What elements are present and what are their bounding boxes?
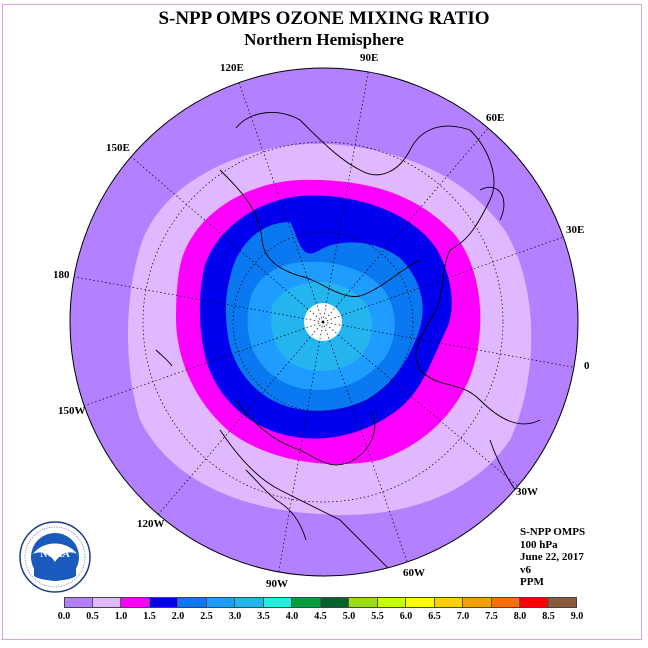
- colorbar-tick-label: 1.0: [114, 611, 128, 622]
- lon-label-150w: 150W: [58, 405, 86, 417]
- colorbar-tick-label: 0.0: [57, 611, 71, 622]
- colorbar-swatch: [235, 597, 264, 608]
- colorbar-tick-label: 4.0: [285, 611, 299, 622]
- colorbar-swatch: [292, 597, 321, 608]
- colorbar-tick-label: 2.5: [200, 611, 213, 622]
- colorbar-swatch: [349, 597, 378, 608]
- colorbar-tick-label: 0.5: [86, 611, 99, 622]
- colorbar: [64, 597, 577, 608]
- lon-label-30e: 30E: [566, 224, 585, 236]
- colorbar-tick-label: 5.5: [371, 611, 384, 622]
- colorbar-tick-label: 7.0: [456, 611, 470, 622]
- info-date: June 22, 2017: [520, 551, 584, 563]
- colorbar-swatch: [520, 597, 549, 608]
- colorbar-swatch: [121, 597, 150, 608]
- colorbar-tick-label: 9.0: [570, 611, 584, 622]
- colorbar-tick-label: 7.5: [485, 611, 498, 622]
- colorbar-swatch: [64, 597, 93, 608]
- colorbar-tick-label: 6.5: [428, 611, 441, 622]
- disk-outline: [69, 67, 579, 577]
- colorbar-swatch: [434, 597, 463, 608]
- colorbar-tick-label: 8.0: [513, 611, 527, 622]
- map-title: S-NPP OMPS OZONE MIXING RATIO: [158, 8, 490, 29]
- colorbar-tick-label: 5.0: [342, 611, 356, 622]
- colorbar-tick-label: 3.0: [228, 611, 242, 622]
- lon-label-150e: 150E: [106, 142, 130, 154]
- colorbar-swatch: [406, 597, 435, 608]
- land-outlines: [155, 112, 541, 576]
- noaa-logo: NOAA: [18, 520, 92, 594]
- figure-frame: [2, 4, 642, 640]
- info-level: 100 hPa: [520, 538, 558, 551]
- map-subtitle: Northern Hemisphere: [244, 30, 404, 49]
- colorbar-swatch: [463, 597, 492, 608]
- colorbar-swatch: [320, 597, 349, 608]
- colorbar-swatch: [491, 597, 520, 608]
- colorbar-tick-label: 3.5: [257, 611, 270, 622]
- lon-label-180: 180: [53, 269, 70, 281]
- lon-label-0: 0: [584, 360, 590, 372]
- lon-label-90w: 90W: [266, 578, 288, 590]
- colorbar-tick-label: 2.0: [171, 611, 185, 622]
- colorbar-tick-label: 8.5: [542, 611, 555, 622]
- colorbar-swatch: [263, 597, 292, 608]
- colorbar-tick-label: 1.5: [143, 611, 156, 622]
- info-version: v6: [520, 563, 531, 576]
- colorbar-tick-label: 4.5: [314, 611, 327, 622]
- graticule: [70, 68, 578, 576]
- colorbar-swatch: [92, 597, 121, 608]
- info-instrument: S-NPP OMPS: [520, 526, 586, 538]
- info-units: PPM: [520, 576, 544, 588]
- lon-label-60e: 60E: [486, 112, 505, 124]
- lon-label-120w: 120W: [137, 518, 165, 530]
- colorbar-tick-label: 6.0: [399, 611, 413, 622]
- colorbar-swatch: [206, 597, 235, 608]
- info-block: S-NPP OMPS 100 hPa June 22, 2017 v6 PPM: [520, 526, 585, 589]
- lon-label-120e: 120E: [220, 62, 244, 74]
- colorbar-outline: [64, 597, 577, 608]
- lon-label-60w: 60W: [403, 567, 425, 579]
- colorbar-swatch: [377, 597, 406, 608]
- colorbar-swatch: [149, 597, 178, 608]
- noaa-logo-text: NOAA: [40, 549, 70, 560]
- colorbar-swatch: [178, 597, 207, 608]
- lon-label-90e: 90E: [360, 52, 379, 64]
- lon-label-30w: 30W: [516, 486, 538, 498]
